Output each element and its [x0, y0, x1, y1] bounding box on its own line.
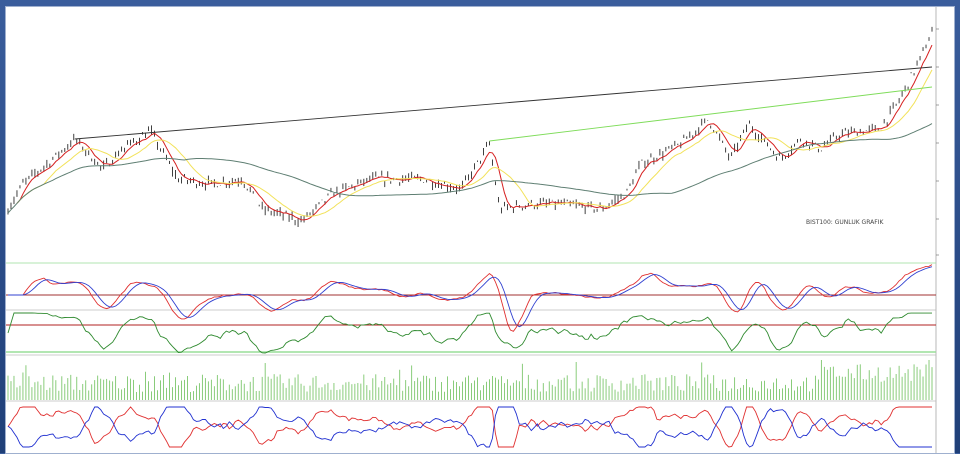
- macd-signal-line: [8, 266, 933, 328]
- stock-chart: BIST100: GUNLUK GRAFIK: [6, 7, 939, 453]
- chart-title: BIST100: GUNLUK GRAFIK: [806, 219, 884, 226]
- moving-average-line: [7, 123, 933, 214]
- di-minus-line: [7, 406, 932, 448]
- di-plus-line: [7, 406, 932, 448]
- trendline: [74, 66, 933, 140]
- trendline: [489, 86, 933, 142]
- moving-average-line: [16, 69, 933, 217]
- chart-window: BIST100: GUNLUK GRAFIK: [5, 6, 955, 454]
- moving-average-line: [16, 44, 933, 221]
- rsi-line: [7, 312, 932, 354]
- macd-line: [8, 264, 933, 332]
- price-panel: [7, 26, 933, 227]
